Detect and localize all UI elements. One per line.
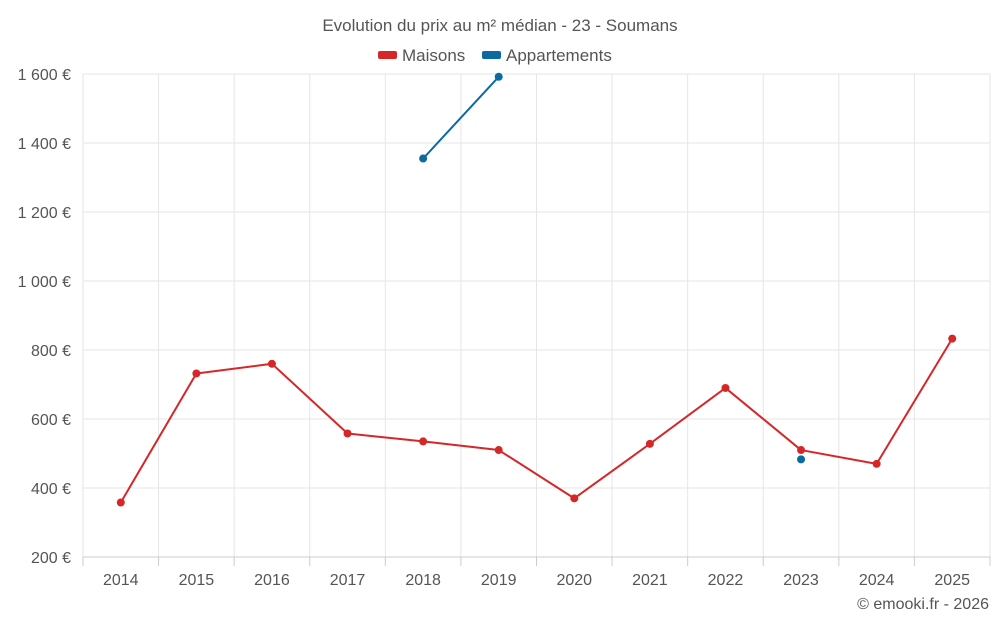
- x-tick-label: 2022: [708, 572, 744, 589]
- credit-text: © emooki.fr - 2026: [857, 596, 989, 613]
- x-tick-label: 2014: [103, 572, 139, 589]
- data-point-maisons-2023[interactable]: [797, 446, 806, 455]
- chart-title: Evolution du prix au m² médian - 23 - So…: [322, 16, 677, 35]
- x-tick-label: 2024: [859, 572, 895, 589]
- data-point-maisons-2022[interactable]: [721, 383, 730, 392]
- legend-label-appartements: Appartements: [506, 46, 612, 65]
- series-maisons: [116, 334, 957, 507]
- data-point-maisons-2015[interactable]: [192, 369, 201, 378]
- x-tick-label: 2021: [632, 572, 668, 589]
- series: [116, 72, 957, 507]
- data-point-maisons-2016[interactable]: [267, 359, 276, 368]
- data-point-maisons-2020[interactable]: [570, 494, 579, 503]
- data-point-appartements-2018[interactable]: [419, 154, 428, 163]
- series-line-maisons: [119, 338, 954, 503]
- data-point-maisons-2019[interactable]: [494, 446, 503, 455]
- x-tick-label: 2018: [405, 572, 441, 589]
- x-tick-label: 2025: [934, 572, 970, 589]
- x-tick-label: 2015: [179, 572, 215, 589]
- data-point-maisons-2021[interactable]: [645, 439, 654, 448]
- legend-swatch-maisons: [378, 51, 397, 59]
- x-tick-label: 2019: [481, 572, 517, 589]
- legend-swatch-appartements: [482, 51, 501, 59]
- y-tick-label: 600 €: [31, 412, 71, 429]
- x-tick-label: 2016: [254, 572, 290, 589]
- data-point-maisons-2014[interactable]: [116, 498, 125, 507]
- data-point-maisons-2024[interactable]: [872, 459, 881, 468]
- y-tick-label: 200 €: [31, 550, 71, 567]
- y-tick-label: 1 400 €: [18, 136, 71, 153]
- series-appartements: [419, 72, 806, 464]
- legend-item-maisons[interactable]: Maisons: [378, 46, 465, 65]
- data-point-maisons-2025[interactable]: [948, 334, 957, 343]
- series-line-appartements: [422, 76, 500, 160]
- y-tick-label: 800 €: [31, 343, 71, 360]
- x-axis: 2014 2015 2016 2017 2018 2019 2020 2021 2022 2023…: [82, 556, 991, 589]
- x-tick-label: 2017: [330, 572, 366, 589]
- legend: Maisons Appartements: [378, 46, 612, 65]
- grid: [82, 73, 991, 557]
- data-point-appartements-2023[interactable]: [797, 455, 806, 464]
- y-tick-label: 1 000 €: [18, 274, 71, 291]
- legend-item-appartements[interactable]: Appartements: [482, 46, 612, 65]
- data-point-appartements-2019[interactable]: [494, 72, 503, 81]
- x-tick-label: 2020: [556, 572, 592, 589]
- y-axis: 200 € 400 € 600 € 800 € 1 000 € 1 200 € 1 400 …: [18, 67, 71, 567]
- legend-label-maisons: Maisons: [402, 46, 465, 65]
- y-tick-label: 1 200 €: [18, 205, 71, 222]
- data-point-maisons-2018[interactable]: [419, 437, 428, 446]
- x-tick-label: 2023: [783, 572, 819, 589]
- y-tick-label: 1 600 €: [18, 67, 71, 84]
- data-point-maisons-2017[interactable]: [343, 429, 352, 438]
- y-tick-label: 400 €: [31, 481, 71, 498]
